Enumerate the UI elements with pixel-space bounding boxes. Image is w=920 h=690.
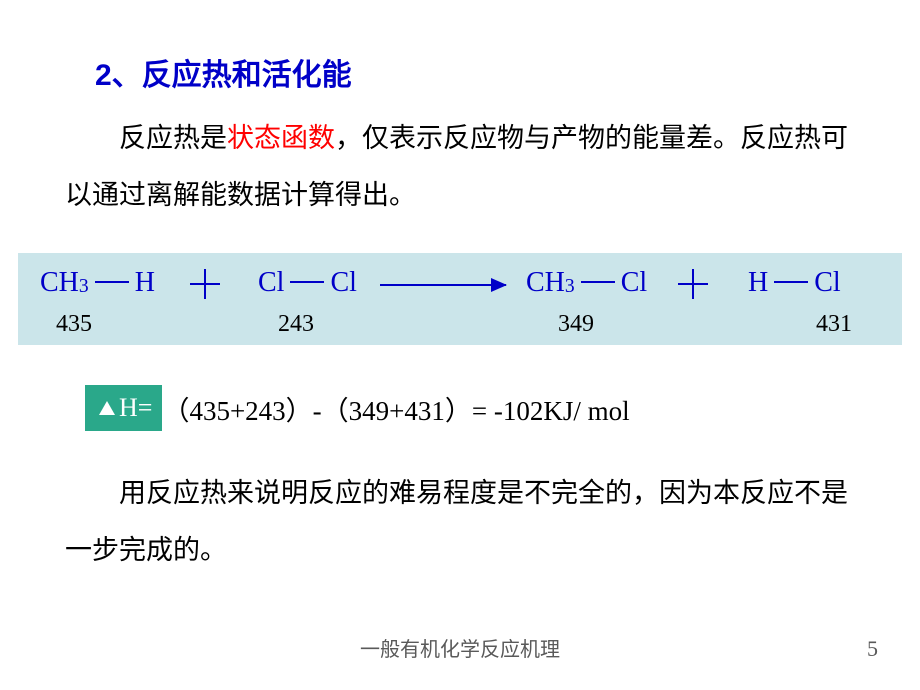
delta-icon bbox=[99, 401, 115, 415]
p1-bond bbox=[581, 281, 615, 283]
page-number: 5 bbox=[867, 636, 878, 662]
reactant-2: Cl Cl bbox=[258, 267, 357, 299]
r1-bond bbox=[95, 281, 129, 283]
r2-bond bbox=[290, 281, 324, 283]
delta-h-label: H= bbox=[119, 393, 152, 423]
para2-text: 用反应热来说明反应的难易程度是不完全的，因为本反应不是一步完成的。 bbox=[65, 478, 848, 565]
r2b: Cl bbox=[330, 267, 356, 299]
plus-2-icon bbox=[678, 269, 708, 299]
delta-h-expression: （435+243）-（349+431）= -102KJ/ mol bbox=[162, 389, 629, 428]
p1a: CH bbox=[526, 267, 565, 299]
p2a: H bbox=[748, 267, 768, 299]
p1a-sub: 3 bbox=[565, 276, 575, 298]
p2b: Cl bbox=[814, 267, 840, 299]
r1a: CH bbox=[40, 267, 79, 299]
product-1: CH3 Cl bbox=[526, 267, 647, 299]
p1b: Cl bbox=[621, 267, 647, 299]
r2a: Cl bbox=[258, 267, 284, 299]
p2-bond bbox=[774, 281, 808, 283]
slide: 2、反应热和活化能 反应热是状态函数，仅表示反应物与产物的能量差。反应热可以通过… bbox=[0, 0, 920, 690]
footer-text: 一般有机化学反应机理 bbox=[0, 633, 920, 662]
plus-1-icon bbox=[190, 269, 220, 299]
val-r1: 435 bbox=[56, 311, 92, 338]
r1a-sub: 3 bbox=[79, 276, 89, 298]
val-r2: 243 bbox=[278, 311, 314, 338]
reactant-1: CH3 H bbox=[40, 267, 155, 299]
r1b: H bbox=[135, 267, 155, 299]
paragraph-1: 反应热是状态函数，仅表示反应物与产物的能量差。反应热可以通过离解能数据计算得出。 bbox=[65, 110, 865, 223]
arrow-icon bbox=[380, 284, 506, 286]
section-heading: 2、反应热和活化能 bbox=[95, 50, 352, 94]
delta-h-badge: H= bbox=[85, 385, 162, 431]
product-2: H Cl bbox=[748, 267, 841, 299]
para1-pre: 反应热是 bbox=[119, 123, 227, 153]
equation-band: CH3 H Cl Cl CH3 Cl H Cl bbox=[18, 253, 902, 345]
val-p2: 431 bbox=[816, 311, 852, 338]
para1-highlight: 状态函数 bbox=[227, 123, 335, 153]
paragraph-2: 用反应热来说明反应的难易程度是不完全的，因为本反应不是一步完成的。 bbox=[65, 465, 865, 578]
equation-row: CH3 H Cl Cl CH3 Cl H Cl bbox=[18, 267, 902, 307]
delta-h-row: H= （435+243）-（349+431）= -102KJ/ mol bbox=[85, 385, 630, 431]
val-p1: 349 bbox=[558, 311, 594, 338]
